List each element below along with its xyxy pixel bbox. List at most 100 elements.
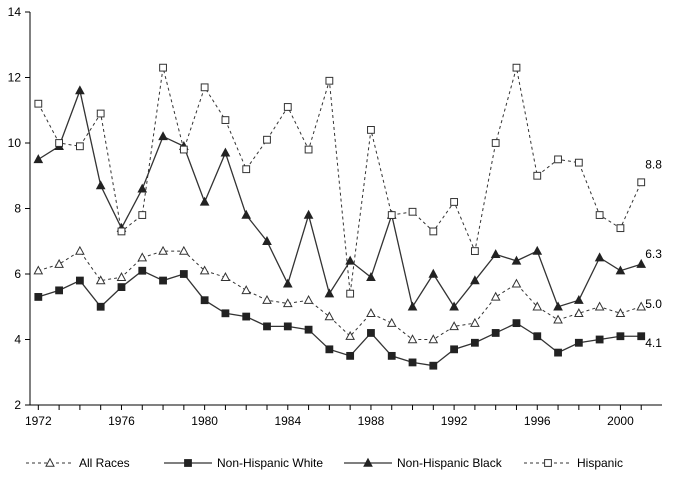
data-point-white — [263, 322, 271, 331]
chart-legend: All Races Non-Hispanic White Non-Hispanic … — [26, 456, 623, 470]
data-point-all — [54, 258, 64, 268]
data-point-all — [594, 301, 605, 311]
data-point-hispanic — [75, 142, 84, 151]
series-line-black — [37, 88, 642, 309]
legend-marker-hispanic — [544, 459, 552, 467]
data-point-white — [200, 296, 209, 305]
data-point-white — [325, 345, 334, 354]
data-point-hispanic — [96, 109, 105, 118]
data-point-hispanic — [616, 224, 625, 233]
data-point-all — [324, 311, 335, 321]
data-point-white — [34, 293, 43, 301]
series-black — [33, 85, 647, 311]
data-point-black — [449, 301, 459, 311]
data-point-white — [159, 276, 167, 285]
data-point-hispanic — [470, 247, 479, 255]
data-point-all — [511, 278, 522, 288]
data-point-white — [533, 332, 542, 341]
data-point-white — [138, 266, 147, 275]
data-point-hispanic — [346, 289, 355, 298]
data-point-white — [179, 270, 188, 278]
data-point-white — [450, 345, 459, 354]
legend-label-white: Non-Hispanic White — [217, 456, 323, 470]
data-point-all — [95, 275, 106, 285]
end-label-black: 6.3 — [645, 247, 662, 261]
x-tick-label: 1984 — [274, 414, 301, 428]
data-point-all — [449, 321, 459, 331]
data-point-white — [55, 286, 64, 295]
data-point-black — [594, 252, 605, 262]
data-point-all — [490, 291, 501, 301]
data-point-all — [33, 265, 44, 275]
data-point-hispanic — [554, 155, 562, 164]
data-point-hispanic — [34, 99, 43, 108]
series-line-hispanic — [37, 67, 642, 294]
end-label-white: 4.1 — [645, 336, 662, 350]
data-point-hispanic — [491, 139, 500, 147]
data-point-all — [241, 285, 252, 295]
x-tick-label: 1972 — [25, 414, 52, 428]
data-point-white — [512, 319, 521, 328]
y-tick-label: 10 — [8, 136, 22, 150]
data-point-black — [158, 131, 168, 141]
series-line-all — [38, 250, 642, 340]
data-point-white — [554, 348, 562, 357]
data-point-white — [242, 312, 251, 321]
data-point-white — [595, 335, 604, 344]
data-point-all — [428, 334, 439, 344]
data-point-black — [553, 301, 563, 311]
data-point-all — [636, 301, 647, 311]
data-point-all — [407, 334, 418, 344]
data-point-hispanic — [595, 211, 604, 219]
data-point-white — [387, 351, 396, 360]
data-point-hispanic — [325, 76, 334, 85]
y-tick-label: 12 — [8, 71, 22, 85]
data-point-all — [179, 245, 189, 255]
data-point-hispanic — [512, 63, 521, 72]
data-point-white — [574, 338, 583, 347]
data-point-black — [282, 278, 293, 288]
data-point-black — [532, 245, 543, 255]
x-tick-label: 2000 — [607, 414, 634, 428]
data-point-hispanic — [159, 63, 167, 72]
data-point-all — [532, 301, 543, 311]
data-point-hispanic — [283, 103, 292, 111]
data-point-black — [303, 209, 314, 219]
y-tick-label: 6 — [14, 267, 21, 281]
data-point-black — [428, 268, 439, 278]
series-line-white — [38, 269, 642, 367]
x-tick-label: 1980 — [191, 414, 218, 428]
data-point-black — [95, 180, 106, 190]
data-point-hispanic — [55, 139, 64, 147]
data-point-black — [366, 272, 376, 281]
data-point-white — [117, 283, 126, 292]
x-tick-label: 1996 — [524, 414, 551, 428]
data-point-black — [470, 275, 480, 285]
data-point-hispanic — [367, 126, 375, 134]
data-point-hispanic — [533, 171, 542, 180]
data-point-all — [137, 252, 148, 262]
data-point-all — [282, 298, 293, 308]
legend-item-white: Non-Hispanic White — [164, 456, 323, 470]
legend-item-hispanic: Hispanic — [524, 456, 623, 470]
data-point-all — [386, 317, 397, 327]
legend-label-hispanic: Hispanic — [577, 456, 623, 470]
data-point-all — [220, 272, 231, 281]
data-point-all — [366, 308, 376, 317]
data-point-black — [615, 265, 626, 275]
data-point-white — [346, 351, 355, 360]
data-point-black — [199, 196, 210, 206]
data-point-white — [96, 302, 105, 311]
chart-axes: 2 4 6 8 10 12 14 1972 1976 1980 1984 1988 1992 1996 20… — [8, 5, 662, 428]
data-point-hispanic — [242, 165, 251, 174]
data-point-black — [490, 249, 501, 259]
end-label-hispanic: 8.8 — [645, 157, 662, 171]
data-point-all — [199, 265, 210, 275]
data-point-hispanic — [304, 145, 313, 154]
data-point-white — [221, 309, 230, 318]
data-point-white — [470, 338, 479, 347]
data-point-hispanic — [429, 227, 438, 236]
data-point-hispanic — [450, 198, 459, 206]
data-point-all — [470, 317, 480, 327]
data-point-black — [574, 294, 584, 304]
